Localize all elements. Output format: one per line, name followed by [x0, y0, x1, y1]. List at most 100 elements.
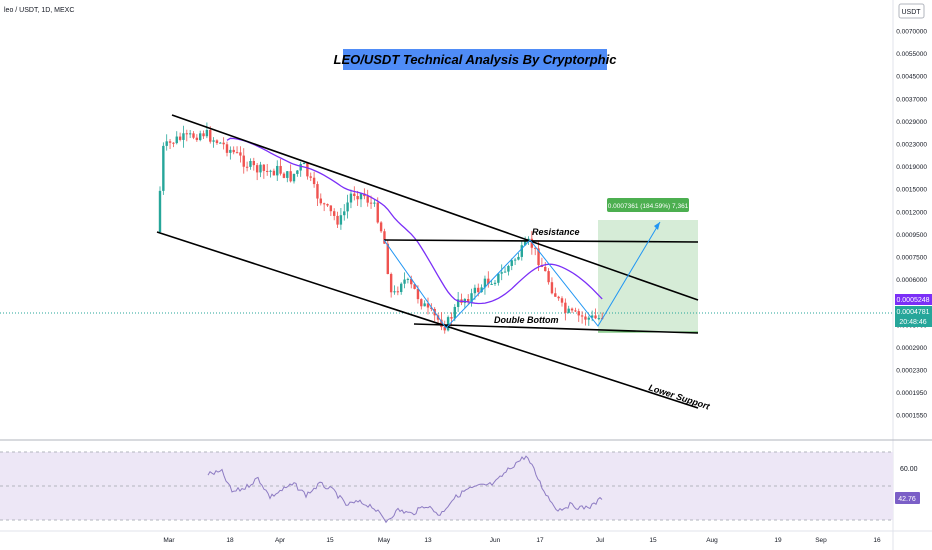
price-tick-label: 0.0023000: [896, 142, 927, 149]
price-tick-label: 0.0019000: [896, 164, 927, 171]
candle-body: [333, 211, 336, 216]
candle-body: [406, 278, 410, 280]
price-axis-ticks[interactable]: 0.0070000 0.0055000 0.0045000 0.0037000 0.00…: [896, 29, 927, 420]
candle-body: [235, 152, 239, 154]
candle-body: [225, 144, 229, 153]
candle-body: [312, 177, 316, 185]
candle-body: [299, 164, 302, 171]
resistance-label: Resistance: [532, 227, 580, 237]
candle-body: [554, 293, 557, 297]
price-tick-label: 0.0029000: [896, 119, 927, 126]
candle-body: [292, 173, 296, 182]
candle-body: [467, 299, 470, 303]
time-tick-label: 19: [774, 537, 782, 544]
candle-body: [574, 310, 577, 312]
candle-body: [269, 170, 272, 172]
candle-body: [346, 202, 349, 212]
candle-body: [530, 238, 534, 248]
candle-body: [446, 317, 450, 331]
price-tick-label: 0.0002900: [896, 345, 927, 352]
candle-body: [172, 142, 175, 144]
time-tick-label: Sep: [815, 537, 827, 544]
candle-body: [245, 166, 249, 168]
price-tick-label: 0.0055000: [896, 51, 927, 58]
candle-body: [520, 245, 523, 257]
candle-body: [272, 170, 276, 176]
candle-body: [487, 278, 490, 285]
candle-body: [497, 273, 500, 283]
candle-body: [490, 283, 493, 285]
candle-body: [426, 303, 430, 308]
current-price-label: 0.0004781: [896, 309, 929, 316]
candle-body: [249, 160, 252, 167]
candle-body: [215, 140, 219, 144]
time-tick-label: Mar: [163, 537, 175, 544]
title-background: [343, 49, 607, 70]
target-label: 0.0007361 (184.59%) 7,361: [608, 203, 689, 210]
candle-body: [513, 259, 517, 261]
candle-body: [182, 133, 185, 140]
rsi-value-badge: [895, 492, 920, 504]
time-axis-ticks[interactable]: Mar 18 Apr 15 May 13 Jun 17 Jul 15 Aug 19 Sep 16: [163, 537, 881, 544]
lower-support-line: [156, 231, 699, 409]
rsi-line: [207, 455, 603, 524]
candle-body: [336, 215, 339, 225]
candle-body: [242, 155, 245, 167]
candle-body: [560, 298, 564, 303]
candle-body: [322, 203, 326, 205]
candle-body: [252, 160, 255, 166]
candle-body: [550, 282, 554, 294]
candle-body: [276, 165, 279, 176]
candle-body: [309, 176, 312, 178]
candle-body: [319, 198, 322, 204]
price-tick-label: 0.0002300: [896, 368, 927, 375]
candle-body: [590, 315, 594, 318]
candle-body: [366, 196, 369, 203]
candle-body: [232, 149, 235, 153]
candle-body: [403, 279, 406, 284]
candle-body: [326, 204, 329, 206]
price-tick-label: 0.0007500: [896, 255, 927, 262]
candle-body: [175, 136, 178, 144]
candle-body: [594, 315, 597, 319]
currency-label: USDT: [901, 9, 921, 16]
price-tick-label: 0.0015000: [896, 187, 927, 194]
currency-selector[interactable]: [898, 3, 925, 19]
candle-body: [168, 141, 172, 143]
pattern-projection-path: [383, 221, 661, 329]
candle-body: [199, 133, 202, 141]
candle-body: [547, 271, 550, 283]
price-tick-label: 0.0009500: [896, 232, 927, 239]
target-zone: [598, 220, 698, 332]
candle-body: [503, 271, 507, 273]
candle-body: [584, 316, 587, 320]
candle-body: [178, 136, 182, 140]
time-tick-label: May: [378, 537, 391, 544]
candle-body: [453, 306, 456, 319]
candle-body: [396, 291, 400, 293]
countdown-label: 20:48:46: [899, 319, 926, 326]
double-bottom-line: [413, 323, 699, 334]
price-tick-label: 0.0037000: [896, 96, 927, 103]
candle-body: [339, 215, 343, 225]
candles: [158, 122, 604, 334]
time-tick-label: 16: [873, 537, 881, 544]
price-tick-label: 0.0001550: [896, 413, 927, 420]
candle-body: [473, 287, 477, 294]
candle-body: [386, 243, 389, 275]
time-tick-label: Aug: [706, 537, 718, 544]
candle-body: [259, 164, 262, 173]
candle-body: [480, 287, 483, 293]
resistance-line: [383, 239, 699, 243]
symbol-title[interactable]: leo / USDT, 1D, MEXC: [4, 7, 74, 14]
chart-title: LEO/USDT Technical Analysis By Cryptorph…: [334, 52, 618, 67]
candle-body: [430, 307, 433, 309]
candle-body: [212, 140, 215, 142]
candle-body: [416, 288, 420, 300]
candle-body: [162, 145, 165, 191]
candle-body: [195, 137, 199, 141]
candle-body: [356, 196, 359, 200]
candle-body: [597, 318, 601, 320]
moving-average-line: [226, 137, 603, 305]
